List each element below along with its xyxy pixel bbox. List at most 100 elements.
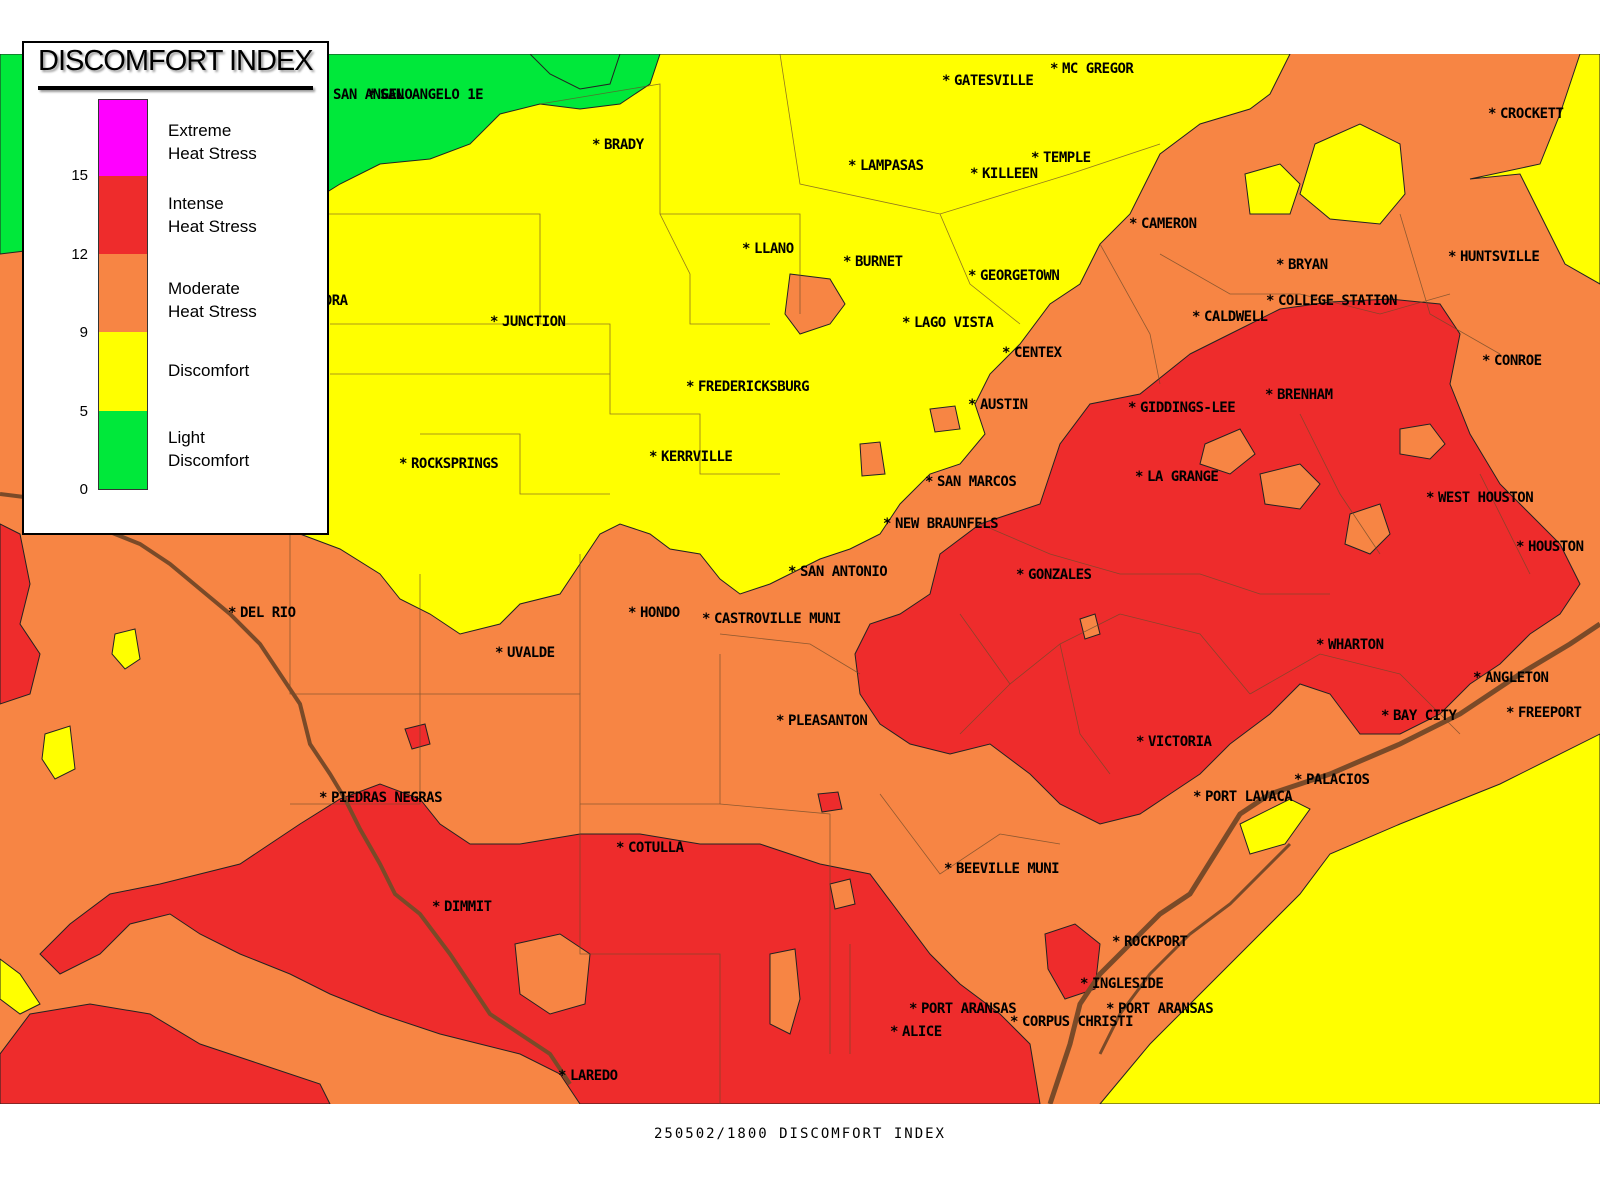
city-marker: * SAN ANGELO 1E: [368, 87, 484, 103]
city-label: GIDDINGS-LEE: [1140, 400, 1235, 416]
city-marker: * BRYAN: [1276, 257, 1328, 273]
discomfort-island-west: [111, 628, 141, 670]
city-label: HUNTSVILLE: [1460, 249, 1539, 265]
city-star-icon: *: [558, 1068, 566, 1084]
city-label: SAN ANGELO 1E: [380, 87, 483, 103]
city-star-icon: *: [432, 899, 440, 915]
city-label: LAGO VISTA: [914, 315, 994, 331]
city-star-icon: *: [616, 840, 624, 856]
rio-grande-river: [0, 492, 572, 1086]
city-star-icon: *: [1448, 249, 1456, 265]
city-marker: * DIMMIT: [432, 899, 492, 915]
city-marker: * WHARTON: [1316, 637, 1384, 653]
legend: DISCOMFORT INDEX 15 12 9 5 0 Extreme Hea…: [22, 41, 329, 535]
city-star-icon: *: [1080, 976, 1088, 992]
city-marker: * DEL RIO: [228, 605, 296, 621]
city-label: LLANO: [754, 241, 794, 257]
city-marker: * GATESVILLE: [942, 73, 1034, 89]
city-star-icon: *: [1488, 106, 1496, 122]
city-label: INGLESIDE: [1092, 976, 1163, 992]
city-label: BRADY: [604, 137, 645, 153]
city-star-icon: *: [1135, 469, 1143, 485]
city-marker: * ALICE: [890, 1024, 942, 1040]
city-star-icon: *: [592, 137, 600, 153]
city-star-icon: *: [843, 254, 851, 270]
city-marker: * CROCKETT: [1488, 106, 1564, 122]
county-boundaries: [289, 54, 1531, 1104]
city-label: GONZALES: [1028, 567, 1092, 583]
city-marker: * BEEVILLE MUNI: [944, 861, 1060, 877]
city-star-icon: *: [1276, 257, 1284, 273]
city-star-icon: *: [942, 73, 950, 89]
city-label: PORT ARANSAS: [1118, 1001, 1213, 1017]
city-marker: * CENTEX: [1002, 345, 1063, 361]
label-intense-heat-stress: Intense Heat Stress: [168, 194, 257, 236]
city-label: BRENHAM: [1277, 387, 1333, 403]
swatch-moderate-heat-stress: [98, 254, 148, 332]
city-marker: * GIDDINGS-LEE: [1128, 400, 1236, 416]
map-caption: 250502/1800 DISCOMFORT INDEX: [653, 1126, 946, 1142]
label-discomfort: Discomfort: [168, 361, 250, 380]
city-label: WHARTON: [1328, 637, 1384, 653]
city-marker: * PIEDRAS NEGRAS: [319, 790, 443, 806]
label-moderate-heat-stress: Moderate Heat Stress: [168, 279, 257, 321]
city-marker: * COTULLA: [616, 840, 685, 856]
moderate-island-c: [1344, 503, 1391, 555]
city-marker: * INGLESIDE: [1080, 976, 1164, 992]
city-label: HOUSTON: [1528, 539, 1584, 555]
city-label: ROCKSPRINGS: [411, 456, 498, 472]
city-star-icon: *: [1193, 789, 1201, 805]
label-extreme-heat-stress: Extreme Heat Stress: [168, 121, 257, 163]
city-label: GEORGETOWN: [980, 268, 1059, 284]
city-label: SAN ANGELO: [333, 87, 412, 103]
city-star-icon: *: [925, 474, 933, 490]
moderate-island-b: [1199, 428, 1256, 475]
city-star-icon: *: [968, 268, 976, 284]
city-star-icon: *: [1016, 567, 1024, 583]
intense-heat-cell-coast: [1044, 923, 1101, 1000]
city-marker: * HONDO: [628, 605, 680, 621]
moderate-pocket-hill: [859, 441, 886, 477]
city-star-icon: *: [228, 605, 236, 621]
city-marker: * PLEASANTON: [776, 713, 868, 729]
discomfort-zone-matagorda: [1239, 798, 1311, 855]
city-marker: * JUNCTION: [490, 314, 566, 330]
tick-12: 12: [71, 246, 88, 263]
city-label: FREDERICKSBURG: [698, 379, 809, 395]
city-label: COLLEGE STATION: [1278, 293, 1397, 309]
city-star-icon: *: [890, 1024, 898, 1040]
city-label: KERRVILLE: [661, 449, 732, 465]
city-label: PORT LAVACA: [1205, 789, 1293, 805]
city-label: CROCKETT: [1500, 106, 1564, 122]
city-star-icon: *: [1106, 1001, 1114, 1017]
city-marker: * UVALDE: [495, 645, 555, 661]
city-marker: * ANGLETON: [1473, 670, 1549, 686]
city-star-icon: *: [368, 87, 376, 103]
city-marker: * ROCKPORT: [1112, 934, 1188, 950]
city-star-icon: *: [1381, 708, 1389, 724]
discomfort-zone-gulf: [1099, 733, 1600, 1104]
city-star-icon: *: [1192, 309, 1200, 325]
city-star-icon: *: [1506, 705, 1514, 721]
city-marker: * NEW BRAUNFELS: [883, 516, 999, 532]
city-label: PALACIOS: [1306, 772, 1370, 788]
moderate-island-south-3: [829, 878, 856, 910]
city-marker: * LLANO: [742, 241, 794, 257]
city-label: CASTROVILLE MUNI: [714, 611, 841, 627]
city-marker: * BRENHAM: [1265, 387, 1333, 403]
city-label: BRYAN: [1288, 257, 1328, 273]
city-label: VICTORIA: [1148, 734, 1213, 750]
city-star-icon: *: [788, 564, 796, 580]
city-marker: * PALACIOS: [1294, 772, 1370, 788]
city-star-icon: *: [1136, 734, 1144, 750]
city-star-icon: *: [1516, 539, 1524, 555]
city-star-icon: *: [1129, 216, 1137, 232]
swatch-intense-heat-stress: [98, 176, 148, 254]
city-marker: * MC GREGOR: [1050, 61, 1135, 77]
city-marker: * CALDWELL: [1192, 309, 1268, 325]
city-star-icon: *: [1050, 61, 1058, 77]
city-label: MC GREGOR: [1062, 61, 1134, 77]
city-star-icon: *: [1010, 1014, 1018, 1030]
city-label: LAMPASAS: [860, 158, 924, 174]
moderate-island-south-2: [514, 933, 591, 1015]
